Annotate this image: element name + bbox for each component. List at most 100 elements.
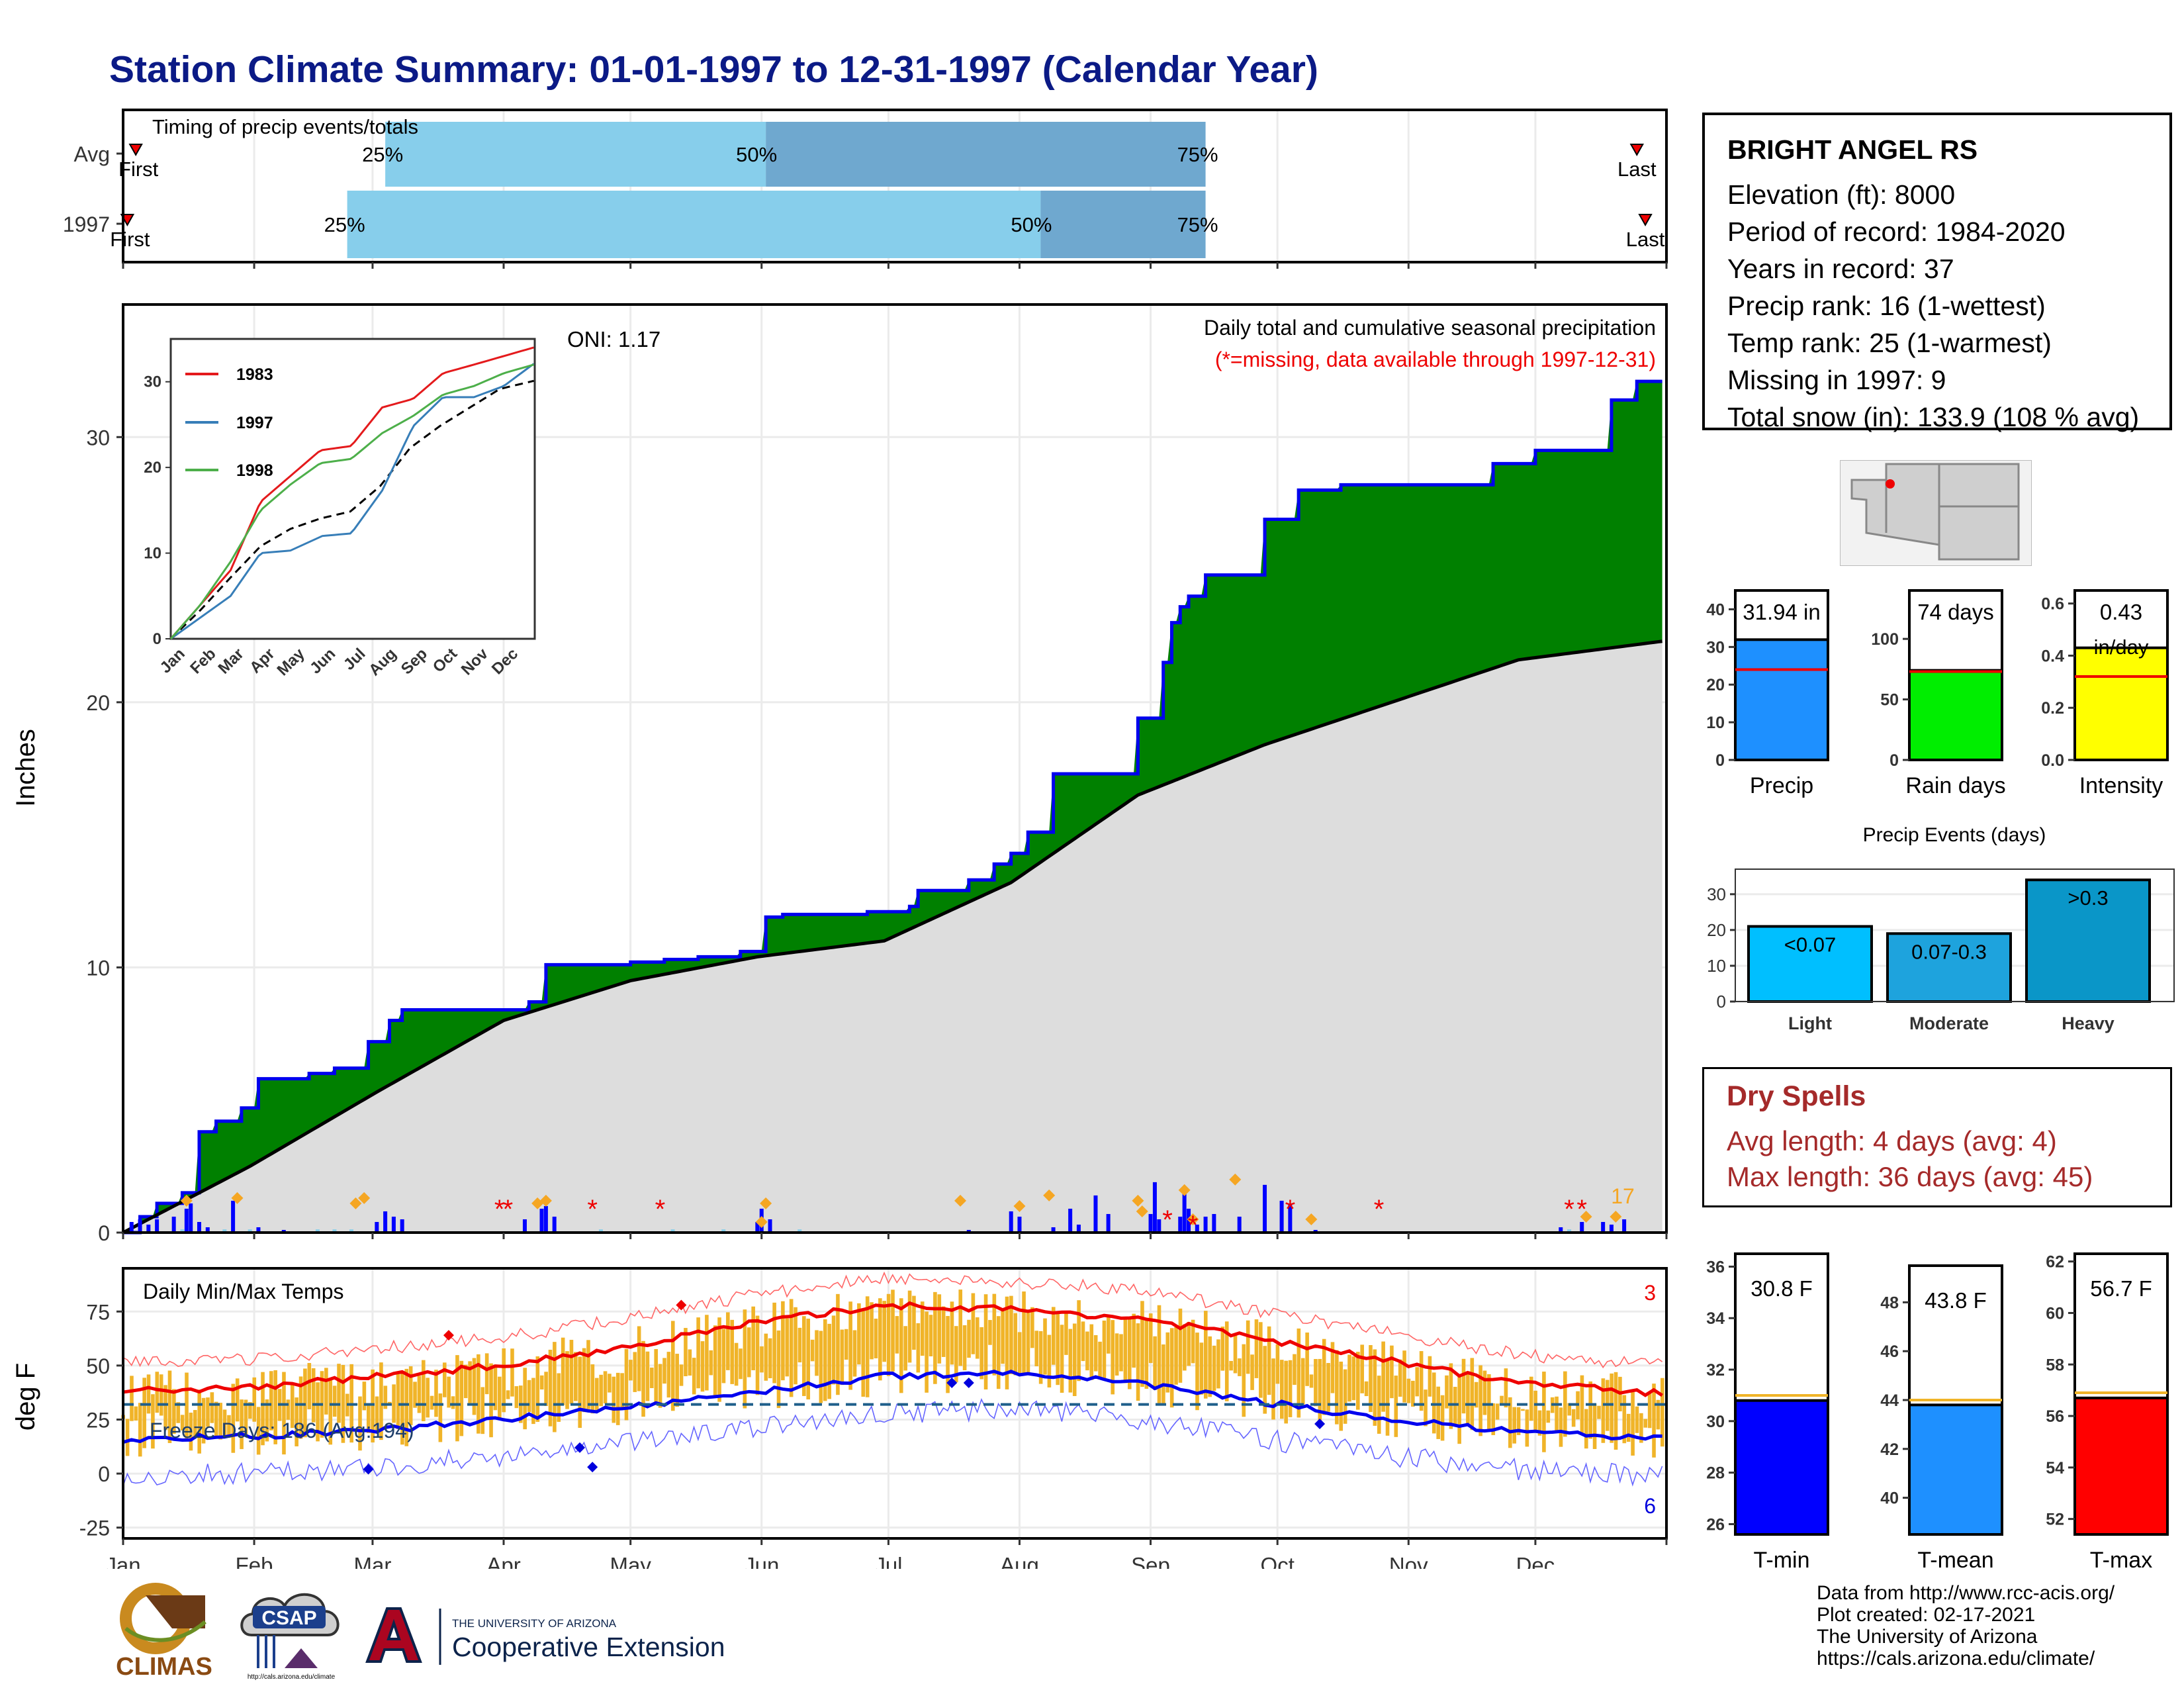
temp-record-low-count: 6 <box>1644 1494 1656 1518</box>
temp-daily-range-bar <box>1563 1371 1567 1437</box>
dry-spells-avg: Avg length: 4 days (avg: 4) <box>1727 1125 2057 1156</box>
precip-daily-bar <box>1279 1200 1284 1233</box>
temp-daily-range-bar <box>1267 1326 1271 1395</box>
precip-cumulative-line <box>123 379 1662 1235</box>
temp-daily-range-bar <box>886 1293 891 1376</box>
temp-daily-range-bar <box>1424 1389 1428 1427</box>
temp-daily-range-bar <box>1474 1382 1479 1408</box>
temp-daily-range-bar <box>721 1329 726 1383</box>
temp-daily-range-bar <box>337 1364 341 1423</box>
temp-daily-range-bar <box>1271 1358 1275 1420</box>
precip-snow-marker <box>1013 1199 1026 1212</box>
temp-daily-range-bar <box>1398 1359 1402 1397</box>
temp-summary-y-tick-label: 56 <box>2046 1407 2064 1426</box>
temp-daily-range-bar <box>1588 1381 1592 1439</box>
temp-daily-range-bar <box>523 1368 527 1430</box>
precip-daily-bar <box>1076 1224 1081 1233</box>
temp-daily-range-bar <box>700 1341 705 1392</box>
temp-daily-range-bar <box>565 1351 569 1409</box>
temp-daily-range-bar <box>1470 1358 1475 1430</box>
temp-daily-range-bar <box>1626 1413 1631 1442</box>
temp-daily-range-bar <box>1305 1333 1309 1386</box>
events-y-tick-label: 0 <box>1717 992 1726 1011</box>
temp-daily-range-bar <box>1047 1335 1052 1387</box>
events-y-tick-label: 10 <box>1707 956 1726 976</box>
temp-daily-range-bar <box>273 1370 278 1444</box>
inset-y-tick-label: 0 <box>153 630 161 648</box>
temp-daily-range-bar <box>197 1389 202 1454</box>
precip-snow-marker <box>1610 1210 1622 1223</box>
temp-record-low-marker <box>963 1377 974 1388</box>
temp-daily-range-bar <box>840 1329 844 1385</box>
temp-record-high-marker <box>676 1299 687 1311</box>
temp-daily-range-bar <box>493 1364 498 1411</box>
temp-x-tick-label: Feb <box>236 1553 273 1569</box>
temp-daily-range-bar <box>1132 1313 1136 1368</box>
temp-daily-range-bar <box>578 1356 582 1429</box>
temp-daily-range-bar <box>1183 1324 1187 1371</box>
temp-daily-range-bar <box>1661 1378 1664 1447</box>
precip-daily-bar <box>189 1203 193 1233</box>
temp-daily-range-bar <box>1500 1395 1504 1404</box>
temp-daily-range-bar <box>1449 1363 1453 1429</box>
precip-daily-bar <box>522 1219 527 1233</box>
precip-snow-marker <box>1132 1194 1144 1207</box>
temp-daily-range-bar <box>983 1294 988 1390</box>
temp-daily-range-bar <box>954 1326 958 1383</box>
summary-y-tick-label: 0.0 <box>2041 751 2064 770</box>
temp-daily-range-bar <box>307 1363 312 1409</box>
precip-average-overlap <box>123 641 1662 1233</box>
summary-y-tick-label: 100 <box>1871 630 1899 649</box>
precip-surplus-area <box>123 381 1662 1233</box>
temp-daily-range-bar <box>311 1368 316 1423</box>
precip-y-tick-label: 30 <box>86 426 110 449</box>
temp-daily-range-bar <box>603 1371 608 1404</box>
temp-daily-range-bar <box>726 1312 730 1370</box>
temp-daily-range-bar <box>1377 1376 1381 1434</box>
inset-y-tick-label: 30 <box>144 373 161 391</box>
events-x-tick-label: Light <box>1788 1013 1832 1033</box>
temp-daily-range-bar <box>163 1385 167 1430</box>
temp-daily-range-bar <box>717 1317 721 1402</box>
temp-daily-range-bar <box>1457 1374 1461 1444</box>
temp-daily-range-bar <box>1406 1378 1411 1403</box>
temp-daily-range-bar <box>375 1396 379 1430</box>
temp-daily-range-bar <box>599 1374 603 1407</box>
temp-daily-range-bar <box>1385 1358 1390 1436</box>
temp-daily-range-bar <box>358 1396 362 1451</box>
temp-record-low-marker <box>1314 1419 1326 1430</box>
temp-daily-range-bar <box>1148 1313 1153 1364</box>
inset-legend-label: 1998 <box>236 461 273 480</box>
temp-daily-range-bar <box>1216 1339 1220 1389</box>
temp-daily-range-bar <box>218 1403 222 1440</box>
temp-daily-range-bar <box>1242 1344 1246 1417</box>
summary-y-tick-label: 0.6 <box>2041 595 2064 614</box>
precip-daily-bar <box>966 1229 971 1233</box>
temp-daily-range-bar <box>1022 1291 1026 1376</box>
precip-missing-marker: * <box>1576 1195 1587 1224</box>
temp-daily-range-bar <box>1436 1386 1440 1439</box>
precip-missing-marker: * <box>1188 1211 1199 1240</box>
temp-daily-range-bar <box>1592 1403 1597 1449</box>
precip-missing-marker: * <box>503 1195 514 1224</box>
precip-daily-bar <box>1622 1219 1627 1233</box>
credit-plot-date: Plot created: 02-17-2021 <box>1817 1604 2036 1626</box>
temp-daily-range-bar <box>1026 1310 1030 1374</box>
temp-daily-range-bar <box>713 1325 717 1398</box>
precip-daily-small-bar <box>721 1229 726 1233</box>
precip-daily-bar <box>1203 1216 1208 1233</box>
temp-daily-range-bar <box>371 1369 375 1443</box>
summary-bars: 31.94 in 0 10 20 30 40 Precip 74 days 0 50 100 Rain… <box>1706 589 2169 798</box>
temp-daily-range-bar <box>1466 1371 1470 1425</box>
temp-summary-y-tick-label: 58 <box>2046 1356 2064 1374</box>
precip-daily-bar <box>1178 1216 1183 1233</box>
temp-daily-range-bar <box>848 1301 852 1390</box>
temp-x-tick-label: Oct <box>1261 1553 1295 1569</box>
summary-bar-name: Rain days <box>1905 773 2005 798</box>
precip-daily-bar <box>205 1227 210 1233</box>
temp-daily-range-bar <box>705 1315 709 1391</box>
temp-daily-range-bar <box>1639 1413 1643 1443</box>
climas-logo-text: CLIMAS <box>116 1653 212 1681</box>
station-years: Years in record: 37 <box>1727 254 1954 284</box>
temp-daily-range-bar <box>1212 1345 1216 1391</box>
